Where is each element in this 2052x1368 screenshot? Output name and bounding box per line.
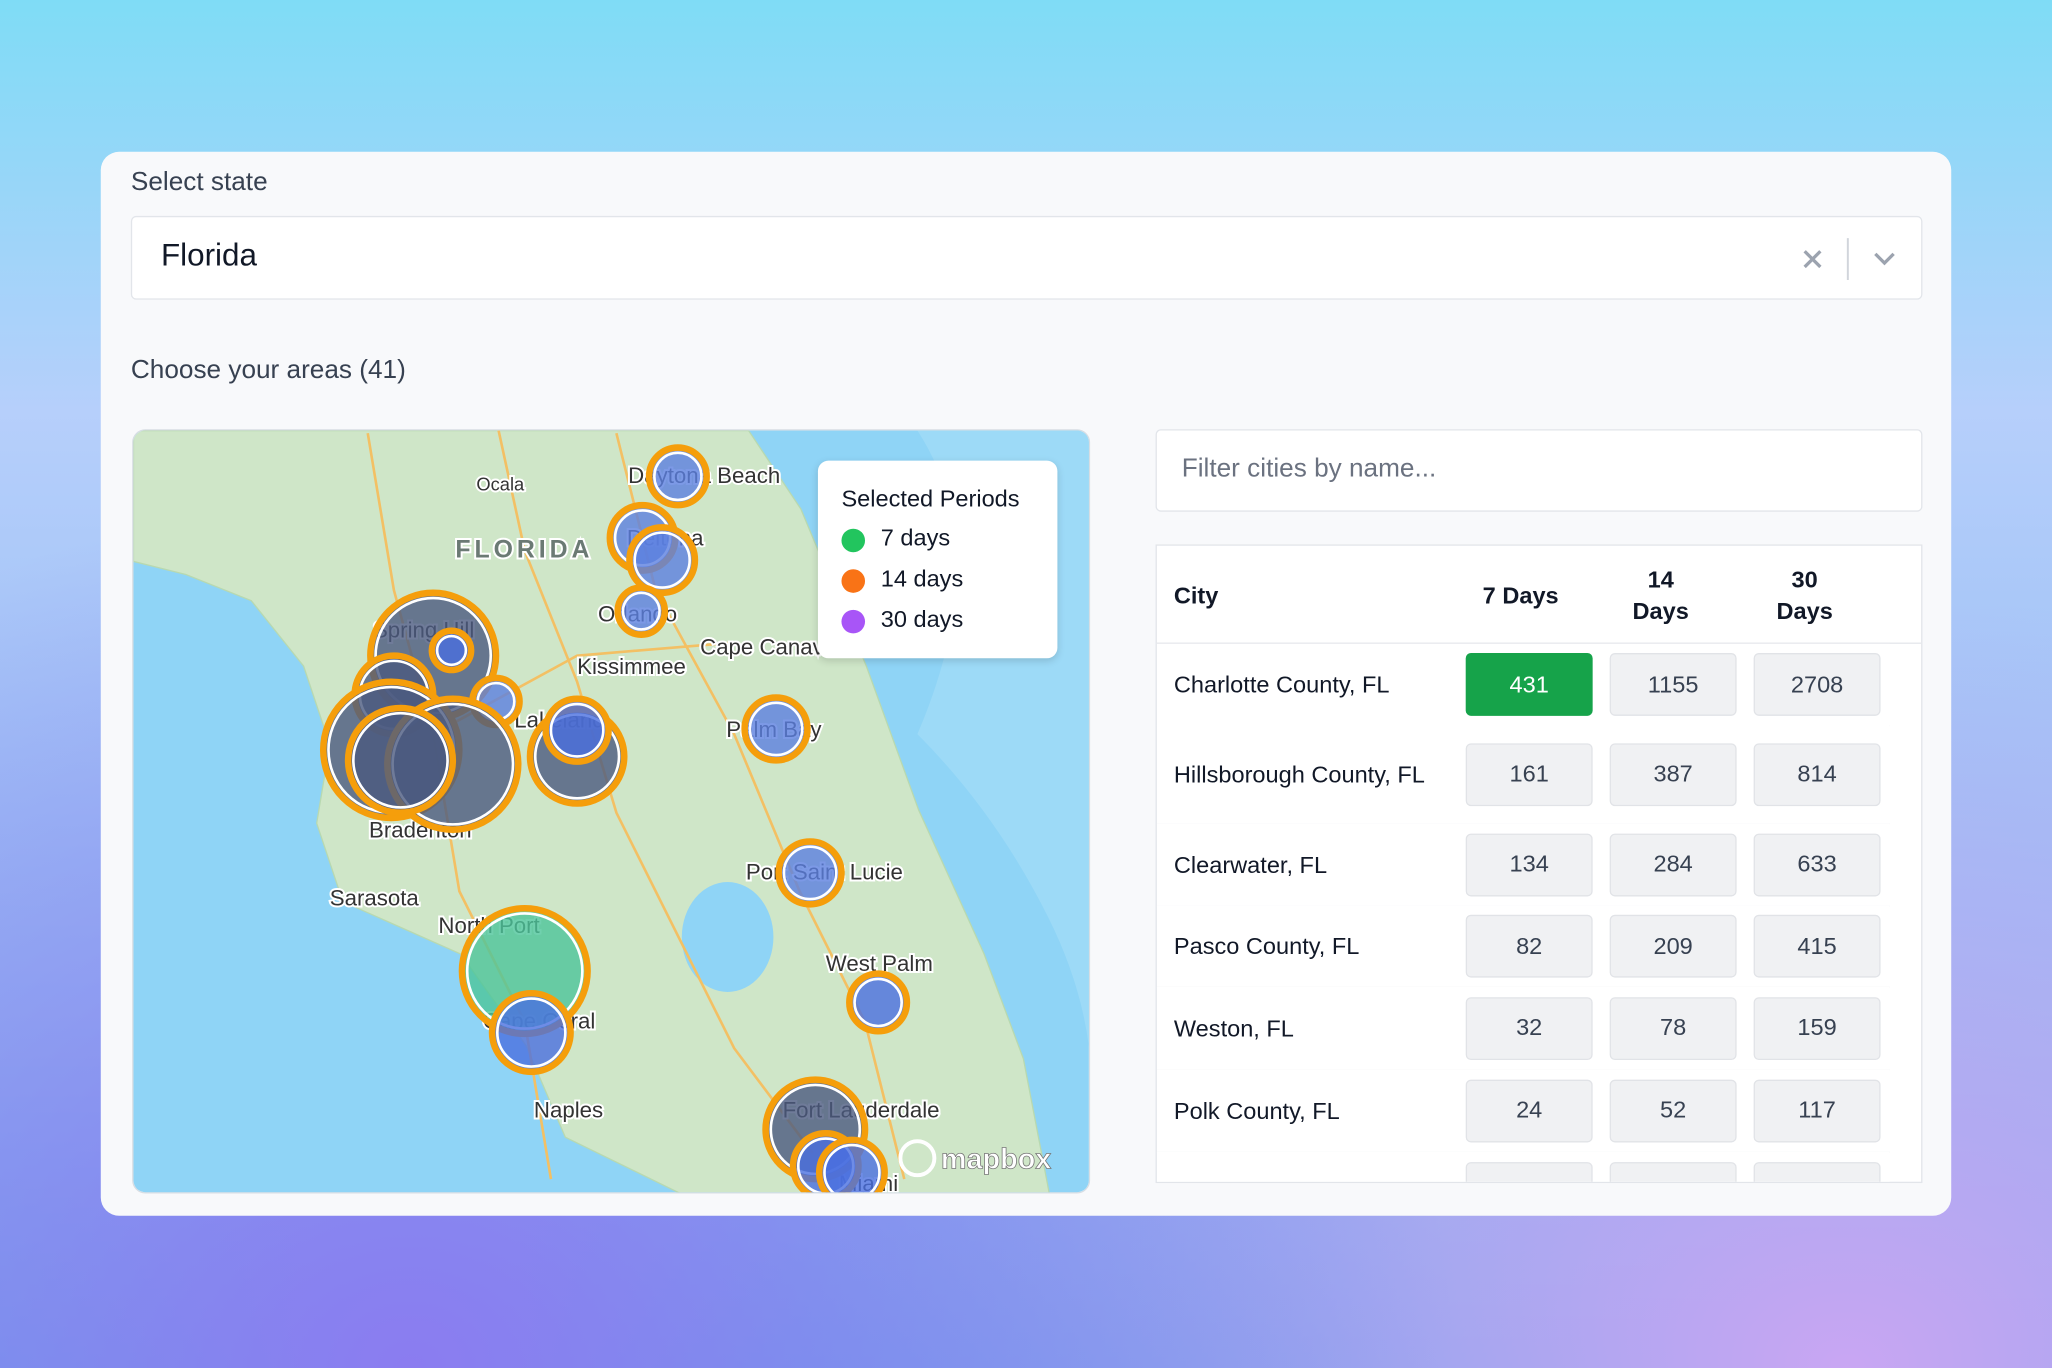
lake [681, 882, 774, 992]
area-marker[interactable] [741, 694, 811, 764]
select-label: Select state [130, 167, 268, 197]
legend: Selected Periods 7 days 14 days 30 days [817, 460, 1058, 659]
count-pill[interactable]: 82 [1465, 914, 1593, 978]
table-row: Hillsborough County, FL 161 387 814 [1156, 725, 1890, 825]
area-marker[interactable] [815, 1136, 888, 1194]
count-pill[interactable]: 209 [1609, 914, 1737, 978]
clear-icon[interactable] [1803, 250, 1822, 269]
column-header[interactable]: 14 Days [1632, 566, 1689, 625]
areas-heading: Choose your areas (41) [130, 355, 406, 385]
map-label: Ocala [476, 474, 525, 495]
area-marker-ring [352, 711, 449, 809]
city-name: Clearwater, FL [1173, 851, 1328, 878]
legend-dot [841, 569, 866, 593]
area-marker-ring [495, 997, 567, 1068]
column-header[interactable]: 30 Days [1776, 566, 1833, 625]
area-marker[interactable] [645, 444, 710, 509]
legend-dot [841, 609, 866, 634]
area-marker[interactable] [626, 524, 699, 597]
count-pill[interactable]: 2708 [1753, 653, 1881, 716]
count-pill[interactable] [1753, 1162, 1881, 1182]
table-row: Clearwater, FL 134 284 633 [1156, 823, 1890, 907]
legend-dot [841, 528, 866, 553]
city-name: Polk County, FL [1173, 1097, 1340, 1124]
area-marker-ring [823, 1143, 881, 1193]
select-value: Florida [160, 238, 257, 274]
count-pill[interactable]: 387 [1609, 742, 1737, 806]
area-marker-ring [633, 531, 691, 589]
filter-input[interactable]: Filter cities by name... [1155, 429, 1923, 512]
area-marker-ring [748, 701, 804, 757]
column-header[interactable]: City [1173, 582, 1219, 609]
count-pill[interactable]: 431 [1465, 653, 1593, 716]
mapbox-text: mapbox [941, 1144, 1051, 1176]
column-header[interactable]: 7 Days [1482, 582, 1559, 609]
map-label: Naples [534, 1098, 603, 1123]
area-marker[interactable] [542, 695, 612, 765]
city-name: Hillsborough County, FL [1173, 760, 1425, 788]
attribution: mapbox [898, 1139, 1052, 1178]
count-pill[interactable]: 134 [1465, 832, 1593, 896]
select-controls[interactable] [1792, 236, 1923, 283]
count-pill[interactable]: 284 [1609, 832, 1737, 896]
count-pill[interactable]: 1155 [1609, 653, 1737, 716]
area-marker-ring [435, 634, 468, 667]
area-marker[interactable] [344, 704, 457, 816]
area-marker[interactable] [846, 970, 911, 1035]
count-pill[interactable]: 24 [1465, 1078, 1593, 1142]
city-table: City 7 Days 14 Days 30 Days Charlotte County… [1155, 544, 1923, 1184]
table-row: Pasco County, FL 82 209 415 [1156, 905, 1890, 989]
count-pill[interactable]: 52 [1609, 1078, 1737, 1142]
table-row: Weston, FL 32 78 159 [1156, 986, 1890, 1071]
area-marker-ring [653, 451, 703, 502]
area-marker-ring [549, 702, 605, 758]
state-select[interactable]: Florida [130, 215, 1923, 300]
count-pill[interactable] [1609, 1162, 1737, 1182]
area-marker[interactable] [488, 990, 574, 1076]
count-pill[interactable] [1465, 1162, 1593, 1182]
table-row [1156, 1151, 1890, 1182]
count-pill[interactable]: 415 [1753, 914, 1881, 978]
city-name: Weston, FL [1173, 1014, 1294, 1042]
count-pill[interactable]: 32 [1465, 996, 1593, 1060]
area-marker-ring [621, 591, 661, 631]
count-pill[interactable]: 633 [1753, 832, 1881, 896]
count-pill[interactable]: 159 [1753, 996, 1881, 1060]
city-name: Pasco County, FL [1173, 933, 1360, 960]
map-label: FLORIDA [455, 535, 593, 563]
legend-title: Selected Periods [841, 485, 1020, 512]
count-pill[interactable]: 117 [1753, 1078, 1881, 1142]
area-marker-ring [782, 845, 838, 901]
city-name: Charlotte County, FL [1173, 671, 1390, 698]
map-label: Sarasota [330, 886, 420, 911]
area-marker-ring [853, 977, 903, 1028]
count-pill[interactable]: 814 [1753, 742, 1881, 806]
mapbox-logo [898, 1139, 937, 1178]
area-marker[interactable] [614, 584, 669, 638]
table-row: Charlotte County, FL 431 1155 2708 [1156, 643, 1890, 727]
count-pill[interactable]: 161 [1465, 742, 1593, 806]
count-pill[interactable]: 78 [1609, 996, 1737, 1060]
legend-label: 7 days [880, 524, 951, 551]
filter-placeholder: Filter cities by name... [1181, 454, 1437, 483]
map-label: West Palm [826, 951, 933, 976]
header-rule [1156, 642, 1922, 644]
legend-label: 14 days [880, 565, 964, 592]
table-row: Polk County, FL 24 52 117 [1156, 1069, 1890, 1153]
map-label: Kissimmee [577, 654, 686, 679]
legend-label: 30 days [880, 605, 964, 633]
markers [319, 444, 911, 1194]
chevron-icon[interactable] [1874, 252, 1895, 266]
area-marker[interactable] [775, 838, 845, 908]
